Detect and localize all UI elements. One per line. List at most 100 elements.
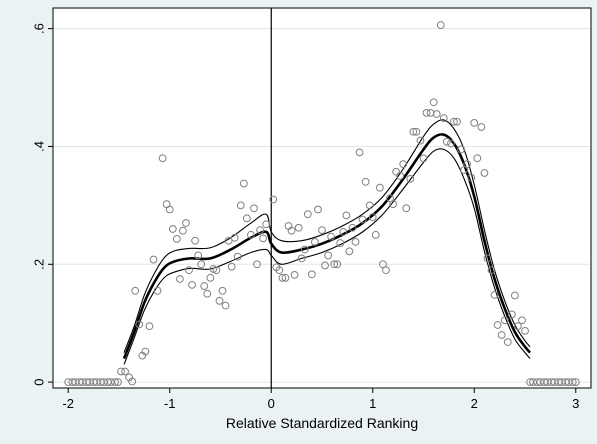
- data-point: [191, 236, 200, 245]
- data-point: [497, 331, 506, 339]
- data-point: [402, 204, 411, 213]
- data-point: [307, 270, 316, 279]
- data-point: [490, 291, 499, 299]
- data-point: [500, 316, 509, 325]
- data-point: [262, 220, 271, 229]
- data-point: [409, 127, 418, 136]
- data-point: [218, 286, 227, 295]
- data-point: [149, 255, 158, 264]
- data-point: [168, 225, 177, 233]
- data-point: [239, 179, 248, 188]
- x-tick-label: 0: [268, 396, 275, 411]
- x-axis: -2 -1 0 1 2 3: [62, 388, 579, 411]
- data-point: [477, 123, 486, 131]
- data-point: [290, 270, 299, 279]
- data-point: [429, 98, 438, 107]
- x-axis-title: Relative Standardized Ranking: [226, 415, 418, 431]
- data-point: [327, 232, 336, 241]
- data-point: [416, 136, 425, 145]
- data-point: [236, 201, 245, 210]
- data-point: [117, 367, 125, 376]
- data-point: [396, 172, 405, 180]
- data-point: [197, 260, 206, 269]
- data-point: [194, 251, 203, 260]
- data-point: [215, 296, 224, 305]
- data-point: [333, 260, 342, 269]
- data-point: [303, 210, 312, 219]
- data-point: [399, 160, 408, 169]
- data-point: [230, 233, 239, 242]
- data-point: [233, 252, 242, 261]
- data-point: [460, 166, 469, 174]
- data-point: [247, 230, 255, 239]
- data-point: [135, 320, 144, 329]
- data-point: [145, 322, 154, 331]
- data-point: [256, 226, 264, 235]
- data-point: [447, 139, 455, 148]
- data-point: [242, 214, 251, 223]
- data-point: [480, 169, 489, 177]
- data-point: [392, 167, 401, 176]
- data-point: [227, 262, 236, 271]
- data-point: [131, 286, 140, 295]
- data-point: [422, 108, 431, 117]
- y-tick-label: .2: [31, 259, 46, 270]
- data-point: [269, 195, 278, 204]
- y-tick-label: 0: [31, 378, 46, 385]
- data-point: [457, 145, 465, 154]
- data-point: [521, 326, 529, 335]
- y-axis: 0 .2 .4 .6: [31, 23, 53, 386]
- data-point: [141, 347, 150, 356]
- data-point: [224, 236, 233, 245]
- data-point: [200, 282, 209, 290]
- x-tick-label: 1: [369, 396, 376, 411]
- data-point: [453, 117, 461, 126]
- data-point: [336, 239, 345, 247]
- data-point: [314, 205, 322, 214]
- data-point: [406, 174, 415, 183]
- data-point: [503, 338, 512, 346]
- confidence-band-line: [123, 148, 531, 365]
- data-point: [253, 260, 261, 269]
- data-point: [318, 226, 326, 235]
- data-point: [188, 280, 196, 289]
- data-point: [483, 254, 492, 263]
- data-point: [412, 127, 421, 136]
- data-point: [212, 266, 221, 275]
- data-point: [439, 114, 448, 123]
- data-point: [310, 237, 319, 246]
- data-point: [358, 215, 367, 224]
- data-point: [278, 273, 287, 282]
- data-point: [172, 235, 181, 243]
- y-tick-label: .6: [31, 23, 46, 34]
- data-point: [432, 110, 441, 118]
- data-point: [518, 316, 526, 325]
- data-point: [121, 367, 129, 376]
- data-point: [375, 183, 384, 192]
- data-point: [165, 205, 174, 214]
- data-point: [158, 154, 167, 163]
- data-point: [419, 154, 428, 163]
- data-point: [153, 286, 162, 295]
- data-point: [179, 226, 187, 235]
- x-tick-label: 2: [471, 396, 478, 411]
- data-point: [182, 219, 190, 227]
- data-point: [467, 173, 476, 182]
- data-point: [463, 160, 472, 169]
- data-point: [324, 251, 332, 260]
- data-point: [300, 245, 309, 254]
- data-point: [185, 266, 193, 275]
- data-point: [250, 204, 258, 213]
- data-point: [342, 211, 351, 220]
- data-point: [114, 378, 122, 387]
- data-point: [175, 275, 184, 283]
- data-point: [386, 194, 394, 203]
- data-point: [470, 118, 479, 127]
- data-point: [510, 291, 519, 300]
- data-point: [221, 301, 230, 310]
- data-point: [568, 378, 577, 387]
- data-point: [287, 226, 296, 235]
- x-tick-label: -1: [164, 396, 176, 411]
